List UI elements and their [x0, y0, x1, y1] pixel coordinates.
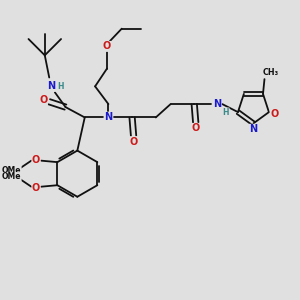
Text: N: N — [104, 112, 112, 122]
Text: O: O — [129, 137, 138, 147]
Text: O: O — [32, 155, 40, 165]
Text: H: H — [58, 82, 64, 91]
Text: OMe: OMe — [2, 166, 21, 175]
Text: O: O — [39, 95, 47, 105]
Text: N: N — [47, 81, 56, 92]
Text: CH₃: CH₃ — [263, 68, 279, 77]
Text: O: O — [270, 109, 278, 118]
Text: H: H — [223, 108, 229, 117]
Text: O: O — [192, 123, 200, 134]
Text: OMe: OMe — [2, 172, 21, 182]
Text: O: O — [103, 41, 111, 51]
Text: O: O — [32, 183, 40, 193]
Text: N: N — [213, 99, 221, 109]
Text: N: N — [249, 124, 257, 134]
